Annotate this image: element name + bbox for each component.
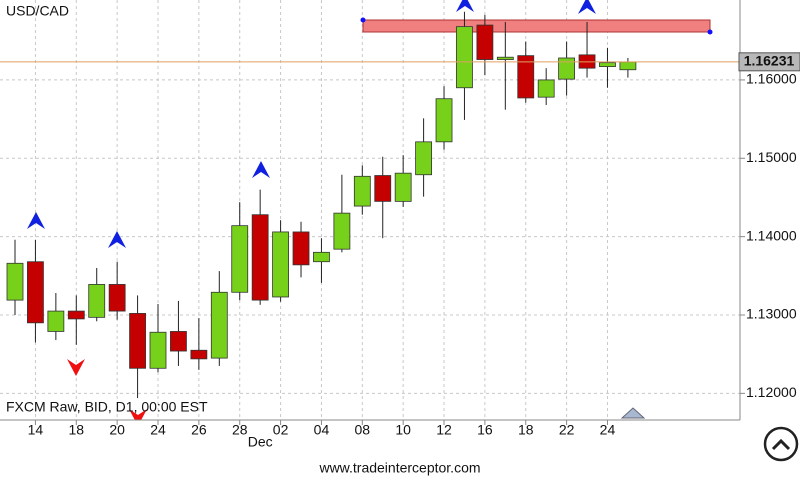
candle-body: [456, 26, 473, 89]
candle-body: [599, 62, 616, 68]
candle-body: [129, 313, 146, 369]
candle-body: [251, 214, 269, 301]
fractal-up: [252, 161, 270, 178]
x-tick-label: 18: [518, 422, 534, 438]
candle-body: [374, 175, 392, 202]
footer: www.tradeinterceptor.com: [318, 460, 480, 476]
fractal-up: [456, 0, 474, 12]
candle-body: [537, 79, 555, 98]
candle-body: [394, 172, 412, 202]
candle-body: [67, 310, 85, 320]
candle-body: [108, 284, 126, 312]
candle-body: [272, 231, 289, 298]
scroll-button-arrow[interactable]: [771, 438, 791, 451]
fractal-up: [108, 231, 126, 248]
candle-body: [313, 251, 330, 263]
x-tick-label: 18: [69, 422, 85, 438]
x-tick-label: 12: [436, 422, 452, 438]
handle: [707, 29, 713, 35]
x-tick-label: 14: [28, 422, 44, 438]
scroll-button[interactable]: [763, 426, 799, 462]
y-tick-label: 1.12000: [746, 384, 797, 400]
y-tick-label: 1.14000: [746, 227, 797, 243]
fractal-down-markers: [67, 359, 147, 426]
scroll-marker[interactable]: [620, 407, 646, 419]
drawn-rectangle: [362, 19, 711, 33]
x-tick-label: 28: [232, 422, 248, 438]
candle-body: [558, 57, 576, 80]
fractal-down: [129, 409, 147, 426]
x-tick-label: 24: [600, 422, 616, 438]
candle-body: [170, 331, 187, 352]
candle-body: [333, 212, 351, 250]
x-tick-label: 16: [477, 422, 493, 438]
candle-body: [88, 284, 106, 318]
y-tick-label: 1.13000: [746, 306, 797, 322]
x-tick-label: 24: [150, 422, 166, 438]
candle-body: [517, 55, 535, 99]
x-tick-label: 20: [109, 422, 125, 438]
candle-body: [496, 56, 514, 60]
month-label: Dec: [248, 434, 273, 450]
x-tick-label: 10: [395, 422, 411, 438]
candle-body: [415, 141, 433, 176]
handle: [360, 17, 366, 23]
chart-subtitle: FXCM Raw, BID, D1, 00:00 EST: [6, 399, 208, 415]
candle-body: [6, 262, 24, 301]
candle-body: [149, 331, 167, 369]
chart-title: USD/CAD: [6, 3, 69, 19]
y-tick-label: 1.16000: [746, 71, 797, 87]
candle-body: [353, 175, 371, 207]
candle-body: [292, 231, 310, 266]
fractal-down: [67, 359, 85, 376]
axis-background: [0, 420, 740, 480]
fractal-up-markers: [27, 0, 596, 248]
candle-body: [435, 98, 453, 143]
axes: 1.12000 1.13000 1.14000 1.15000 1.16000 14 18 2…: [28, 71, 797, 450]
candle-body: [47, 310, 65, 332]
x-tick-label: 08: [355, 422, 371, 438]
candle-body: [619, 61, 637, 71]
candles: [6, 11, 637, 399]
scroll-button-circle[interactable]: [763, 426, 799, 462]
fractal-up: [578, 0, 596, 14]
x-tick-label: 26: [191, 422, 207, 438]
candle-body: [210, 291, 228, 359]
candle-body: [27, 261, 44, 324]
x-tick-label: 04: [314, 422, 330, 438]
candle-body: [476, 24, 494, 60]
y-tick-label: 1.15000: [746, 149, 797, 165]
fractal-up: [27, 212, 45, 229]
x-tick-label: 22: [559, 422, 575, 438]
x-tick-label: 02: [273, 422, 289, 438]
candle-body: [190, 349, 208, 360]
candle-body: [231, 225, 249, 293]
last-price-label: 1.16231: [744, 53, 795, 69]
last-price-box: [738, 52, 800, 72]
